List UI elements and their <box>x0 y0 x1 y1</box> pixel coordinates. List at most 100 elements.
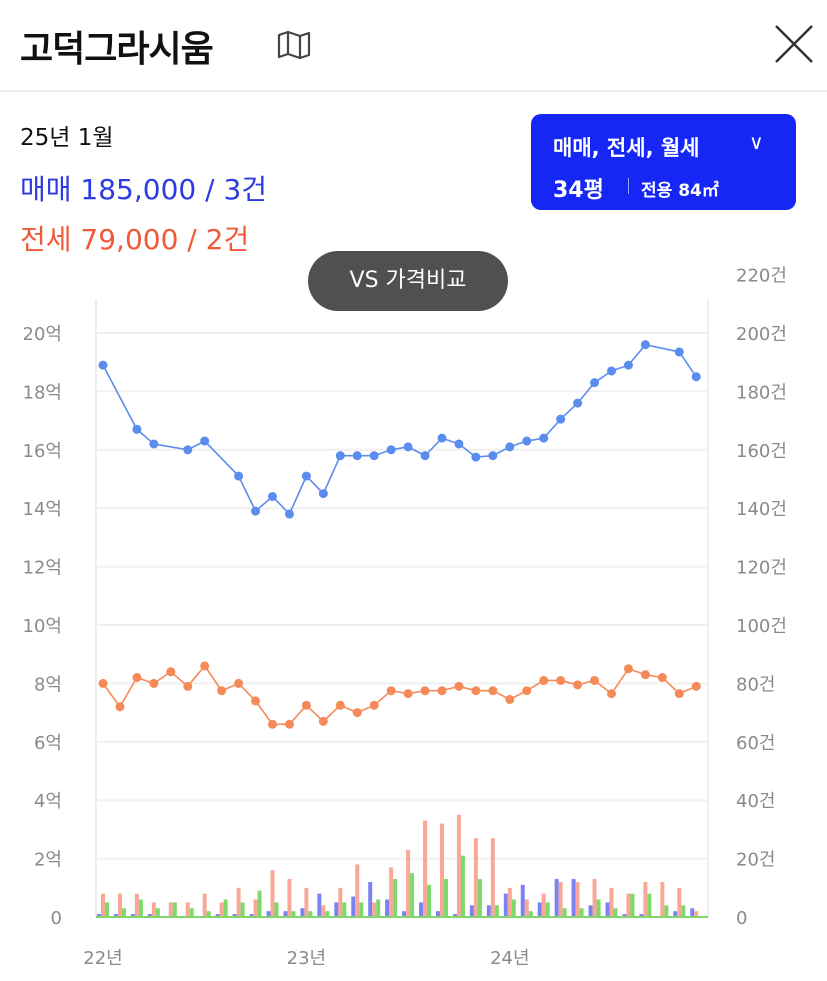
header: 고덕그라시움 <box>0 0 827 92</box>
bar-wolse <box>223 899 228 917</box>
point-jeonse <box>284 719 294 729</box>
bar-sale <box>639 914 644 917</box>
point-jeonse <box>335 700 345 710</box>
bar-jeonse <box>202 893 207 917</box>
bar-jeonse <box>507 887 512 917</box>
bar-sale <box>334 902 339 917</box>
trade-type-filter-button[interactable]: 매매, 전세, 월세 ∨ 34평 전용 84㎡ <box>531 114 796 210</box>
point-sale <box>149 439 159 449</box>
bar-wolse <box>664 905 669 917</box>
bar-wolse <box>681 905 686 917</box>
x-tick-label: 22년 <box>83 948 122 969</box>
point-jeonse <box>454 681 464 691</box>
point-jeonse <box>674 689 684 699</box>
point-sale <box>132 424 142 434</box>
selected-date: 25년 1월 <box>20 125 114 151</box>
bar-wolse <box>325 911 330 917</box>
bar-sale <box>215 914 220 917</box>
bar-wolse <box>562 908 567 917</box>
bar-wolse <box>189 908 194 917</box>
point-sale <box>674 347 684 357</box>
bar-sale <box>469 905 474 917</box>
bar-sale <box>537 902 542 917</box>
point-jeonse <box>437 686 447 696</box>
point-jeonse <box>522 686 532 696</box>
point-jeonse <box>623 664 633 674</box>
bar-jeonse <box>101 893 105 917</box>
y-left-tick-label: 12억 <box>23 558 62 579</box>
point-sale <box>301 471 311 481</box>
bar-sale <box>130 914 135 917</box>
bar-wolse <box>393 879 398 917</box>
point-jeonse <box>556 675 566 685</box>
bar-jeonse <box>338 887 343 917</box>
bar-jeonse <box>185 902 190 917</box>
point-jeonse <box>369 700 379 710</box>
point-sale <box>200 436 210 446</box>
page-title: 고덕그라시움 <box>20 29 214 70</box>
bar-jeonse <box>134 893 139 917</box>
point-sale <box>607 366 616 376</box>
bar-sale <box>690 908 695 917</box>
bar-sale <box>419 902 424 917</box>
bar-sale <box>317 893 322 917</box>
y-left-tick-label: 20억 <box>23 324 62 345</box>
y-right-tick-label: 120건 <box>736 558 787 579</box>
bar-sale <box>503 893 508 917</box>
bar-sale <box>571 879 576 917</box>
y-right-tick-label: 160건 <box>736 441 787 462</box>
bar-wolse <box>342 902 347 917</box>
bar-wolse <box>359 902 364 917</box>
bar-sale <box>588 905 593 917</box>
bar-jeonse <box>558 881 563 917</box>
bar-sale <box>351 896 356 917</box>
point-sale <box>284 509 294 519</box>
y-right-tick-label: 100건 <box>736 616 787 637</box>
point-sale <box>437 433 447 443</box>
y-left-tick-label: 10억 <box>23 616 62 637</box>
bar-wolse <box>477 879 482 917</box>
bar-jeonse <box>609 887 614 917</box>
point-jeonse <box>217 686 227 696</box>
point-sale <box>573 398 583 408</box>
bar-jeonse <box>456 814 461 917</box>
bar-wolse <box>528 911 533 917</box>
y-right-tick-label: 60건 <box>736 733 775 754</box>
point-sale <box>454 439 464 449</box>
bar-wolse <box>630 893 635 917</box>
point-jeonse <box>251 696 261 706</box>
y-left-tick-label: 0 <box>51 908 62 929</box>
bar-jeonse <box>592 879 597 917</box>
trade-types-label: 매매, 전세, 월세 <box>553 136 700 160</box>
point-jeonse <box>403 689 413 699</box>
y-left-tick-label: 18억 <box>23 382 62 403</box>
point-sale <box>318 489 328 499</box>
point-sale <box>590 378 600 388</box>
bar-sale <box>300 908 305 917</box>
bar-wolse <box>579 908 584 917</box>
bar-wolse <box>206 911 211 917</box>
y-left-tick-label: 8억 <box>34 674 62 695</box>
point-jeonse <box>149 678 159 688</box>
bar-sale <box>486 905 491 917</box>
bar-sale <box>452 914 457 917</box>
bar-jeonse <box>253 899 258 917</box>
bar-sale <box>266 911 271 917</box>
x-tick-label: 24년 <box>490 948 529 969</box>
map-icon[interactable] <box>276 30 312 60</box>
bar-jeonse <box>440 823 444 917</box>
bar-wolse <box>172 902 177 917</box>
bar-wolse <box>410 873 415 917</box>
close-icon[interactable] <box>772 22 816 66</box>
y-right-tick-label: 140건 <box>736 499 787 520</box>
compare-price-button[interactable]: VS 가격비교 <box>308 251 508 311</box>
y-right-tick-label: 80건 <box>736 674 775 695</box>
bar-jeonse <box>660 881 665 917</box>
x-tick-label: 23년 <box>287 948 326 969</box>
bar-jeonse <box>643 881 648 917</box>
bar-wolse <box>155 908 160 917</box>
bar-jeonse <box>270 870 275 917</box>
point-jeonse <box>115 702 125 712</box>
point-jeonse <box>318 716 328 726</box>
